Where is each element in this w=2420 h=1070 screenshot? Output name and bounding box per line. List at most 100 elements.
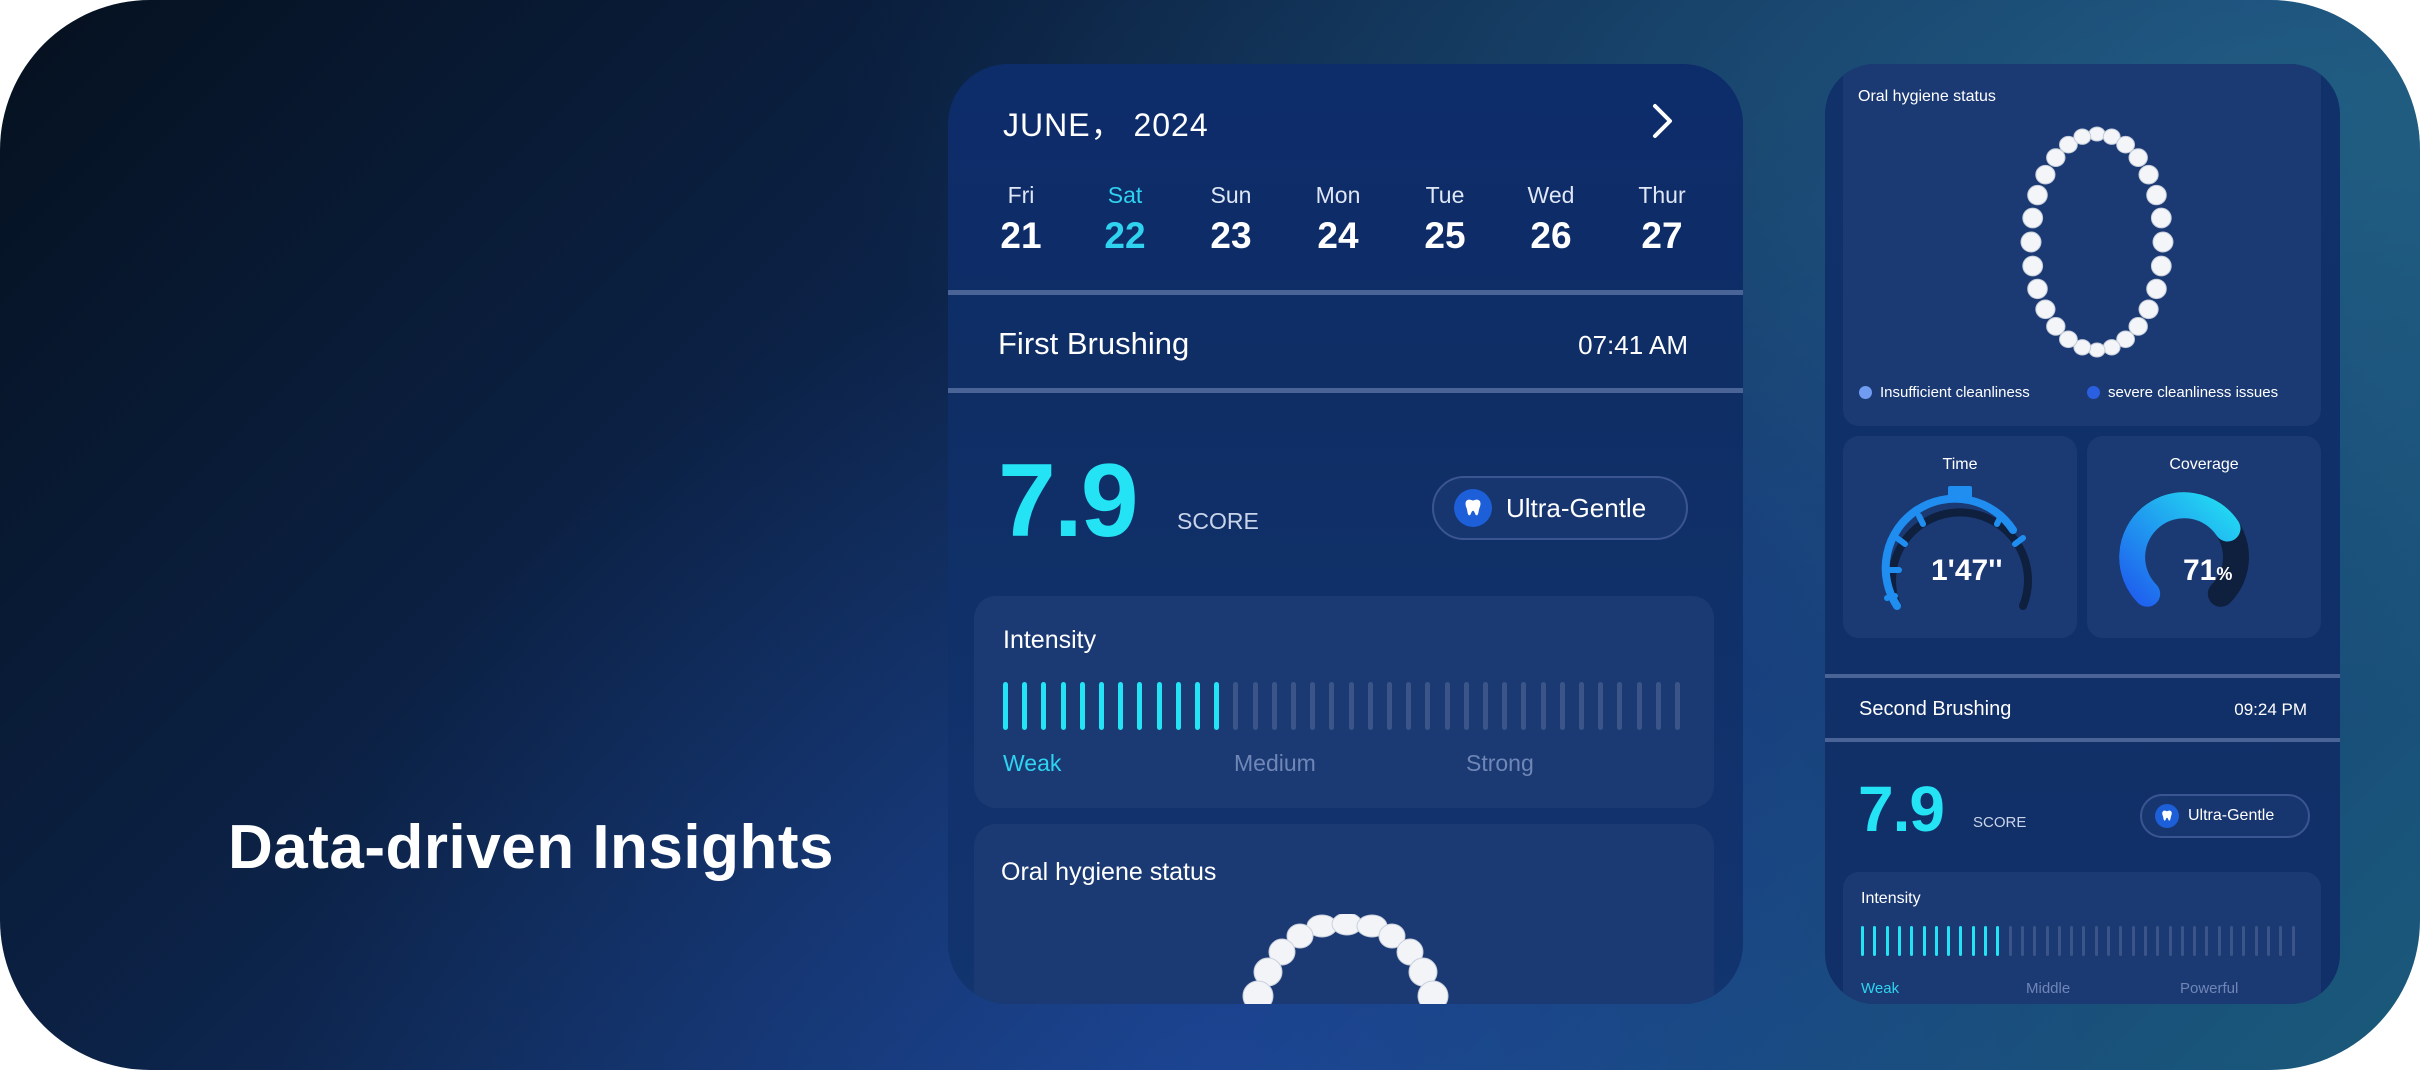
tooth-shape — [2150, 255, 2172, 277]
brushing-time: 09:24 PM — [2234, 700, 2307, 719]
tooth-shape — [2102, 128, 2121, 145]
headline: Data-driven Insights — [228, 813, 834, 882]
coverage-gauge — [2119, 492, 2249, 607]
tooth-shape — [2059, 135, 2078, 154]
intensity-bar — [2045, 926, 2049, 956]
tooth-shape — [2102, 339, 2121, 356]
legend-dot — [1859, 386, 1872, 399]
intensity-bar — [2242, 926, 2246, 956]
day-item-selected[interactable]: Sat 22 — [1080, 182, 1170, 257]
phone-screen-main: JUNE， 2024 Fri 21 Sat 22 Sun 23 Mon 24 — [948, 64, 1743, 1004]
day-date: 27 — [1641, 215, 1683, 256]
oral-hygiene-card: Oral hygiene status Insufficient cleanli… — [1843, 64, 2321, 426]
intensity-bar — [2057, 926, 2061, 956]
intensity-bar — [2279, 926, 2283, 956]
intensity-card: Intensity Weak Medium Strong — [974, 596, 1714, 808]
day-name: Sun — [1210, 182, 1252, 208]
intensity-bar — [1060, 682, 1066, 730]
intensity-bar — [1444, 682, 1450, 730]
score-value: 7.9 — [998, 443, 1139, 559]
intensity-bar — [1861, 926, 1864, 956]
tooth-shape — [2046, 317, 2066, 336]
intensity-bar — [1910, 926, 1914, 956]
intensity-bar — [1559, 682, 1565, 730]
intensity-bar — [1329, 682, 1335, 730]
intensity-bar — [1291, 682, 1296, 730]
intensity-bar — [1406, 682, 1412, 730]
intensity-bar — [2180, 926, 2184, 956]
intensity-bar — [1922, 926, 1926, 956]
time-title: Time — [1942, 456, 1978, 473]
day-date: 25 — [1424, 215, 1466, 256]
intensity-bar — [1984, 926, 1987, 956]
legend-item: Insufficient cleanliness — [1859, 384, 2030, 401]
tooth-shape — [2073, 339, 2092, 356]
intensity-bar — [1137, 682, 1143, 730]
coverage-number: 71 — [2183, 554, 2217, 587]
intensity-bar — [1195, 682, 1200, 730]
coverage-value: 71% — [2183, 554, 2232, 588]
intensity-bar — [1271, 682, 1277, 730]
chevron-right-icon — [1653, 104, 1672, 138]
divider — [948, 290, 1743, 295]
intensity-card: Intensity Weak Middle Powerful — [1843, 872, 2321, 1004]
intensity-bar — [1367, 682, 1373, 730]
intensity-bar — [2070, 926, 2074, 956]
day-date: 21 — [1000, 215, 1042, 256]
day-item[interactable]: Thur 27 — [1617, 182, 1707, 257]
tooth-shape — [2150, 207, 2172, 229]
day-item[interactable]: Tue 25 — [1400, 182, 1490, 257]
oral-hygiene-title: Oral hygiene status — [1858, 88, 1996, 105]
intensity-bar — [2008, 926, 2012, 956]
intensity-bar — [1003, 682, 1008, 730]
intensity-bar — [2205, 926, 2209, 956]
day-item[interactable]: Mon 24 — [1293, 182, 1383, 257]
intensity-bar — [2020, 926, 2024, 956]
oral-hygiene-title: Oral hygiene status — [1001, 858, 1217, 886]
intensity-bar — [2217, 926, 2221, 956]
day-name: Mon — [1315, 182, 1361, 208]
intensity-bar — [1214, 682, 1220, 730]
day-item[interactable]: Fri 21 — [976, 182, 1066, 257]
intensity-bar — [2266, 926, 2270, 956]
tooth-icon — [2155, 804, 2179, 828]
divider — [1825, 674, 2340, 678]
week-strip: Fri 21 Sat 22 Sun 23 Mon 24 Tue 25 Wed 2… — [948, 182, 1743, 272]
intensity-bar — [1947, 926, 1951, 956]
brush-mode-pill[interactable]: Ultra-Gentle — [2140, 794, 2310, 838]
intensity-bar — [1598, 682, 1604, 730]
coverage-unit: % — [2216, 564, 2233, 584]
brush-mode-pill[interactable]: Ultra-Gentle — [1432, 476, 1688, 540]
intensity-bar — [1885, 926, 1889, 956]
tooth-shape — [2073, 128, 2092, 145]
intensity-title: Intensity — [1003, 626, 1097, 654]
stopwatch-gauge — [1881, 486, 2032, 610]
intensity-bar — [2094, 926, 2098, 956]
day-name: Thur — [1638, 182, 1686, 208]
day-date: 22 — [1104, 215, 1146, 256]
day-name: Wed — [1527, 182, 1575, 208]
intensity-level-medium: Medium — [1234, 750, 1316, 776]
intensity-level-middle: Middle — [2026, 980, 2071, 997]
intensity-bar — [1971, 926, 1975, 956]
tooth-shape — [2022, 255, 2044, 277]
intensity-bar — [2107, 926, 2110, 956]
intensity-bar — [2033, 926, 2037, 956]
next-month-button[interactable] — [1643, 96, 1683, 146]
intensity-title: Intensity — [1861, 890, 1921, 907]
intensity-bar — [1617, 682, 1623, 730]
tooth-shape — [2027, 184, 2048, 206]
intensity-bar — [1233, 682, 1239, 730]
intensity-bar — [2291, 926, 2295, 956]
time-value: 1'47'' — [1931, 554, 2003, 587]
day-item[interactable]: Sun 23 — [1186, 182, 1276, 257]
day-item[interactable]: Wed 26 — [1506, 182, 1596, 257]
month-label: JUNE， 2024 — [1003, 107, 1209, 143]
day-name: Tue — [1425, 182, 1465, 208]
brushing-time: 07:41 AM — [1578, 330, 1688, 360]
divider — [1825, 738, 2340, 742]
brush-mode-label: Ultra-Gentle — [1506, 492, 1647, 523]
day-date: 26 — [1530, 215, 1572, 256]
intensity-bar — [2119, 926, 2123, 956]
